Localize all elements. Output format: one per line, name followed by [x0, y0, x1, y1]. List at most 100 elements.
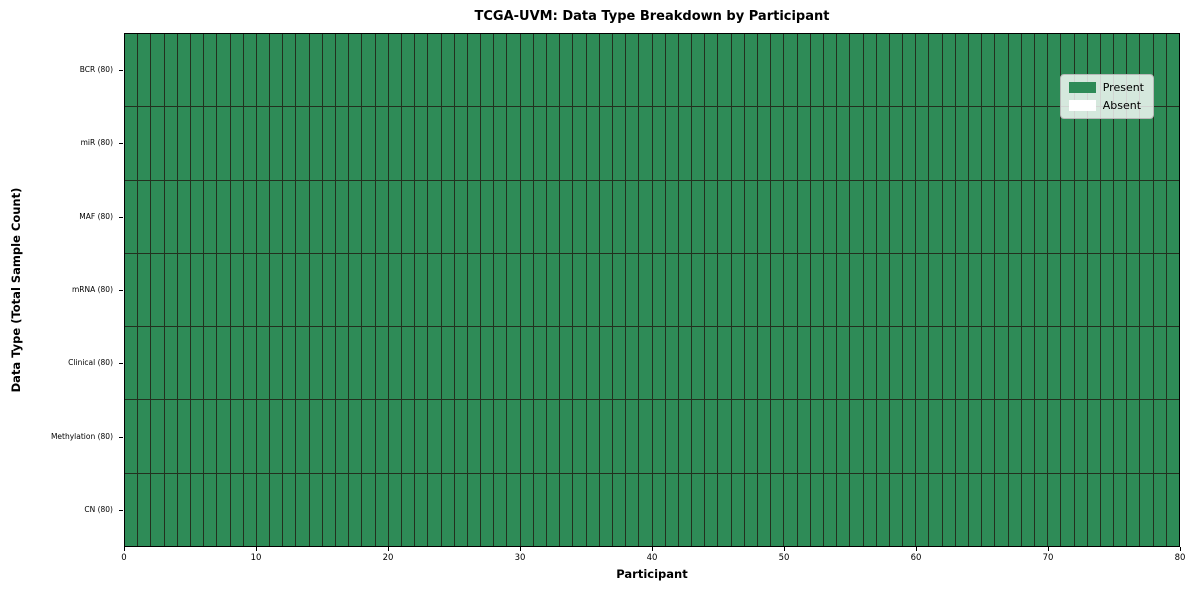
heatmap-cell	[1140, 107, 1153, 180]
heatmap-cell	[718, 400, 731, 473]
heatmap-cell	[1100, 327, 1114, 400]
heatmap-cell	[863, 400, 876, 473]
heatmap-cell	[533, 253, 546, 327]
legend-swatch-icon	[1068, 100, 1096, 111]
heatmap-cell	[889, 400, 903, 473]
heatmap-cell	[1048, 400, 1061, 473]
heatmap-cell	[639, 253, 652, 327]
y-tick-mark	[119, 143, 123, 145]
heatmap-cell	[1061, 473, 1074, 546]
heatmap-cell	[309, 473, 322, 546]
heatmap-cell	[467, 327, 481, 400]
heatmap-cell	[612, 253, 626, 327]
heatmap-cell	[599, 180, 612, 253]
heatmap-cell	[929, 107, 942, 180]
heatmap-cell	[731, 400, 744, 473]
heatmap-cell	[151, 473, 164, 546]
heatmap-cell	[375, 253, 388, 327]
heatmap-cell	[612, 107, 626, 180]
heatmap-cell	[533, 400, 546, 473]
heatmap-cell	[1048, 34, 1061, 107]
heatmap-cell	[1008, 400, 1021, 473]
heatmap-cell	[718, 327, 731, 400]
heatmap-cell	[942, 180, 955, 253]
heatmap-cell	[547, 253, 560, 327]
heatmap-cell	[481, 107, 494, 180]
heatmap-cell	[283, 34, 296, 107]
heatmap-cell	[547, 180, 560, 253]
heatmap-cell	[1166, 107, 1179, 180]
heatmap-cell	[758, 473, 771, 546]
heatmap-cell	[283, 107, 296, 180]
heatmap-cell	[823, 34, 837, 107]
heatmap-cell	[705, 107, 718, 180]
heatmap-cell	[494, 400, 507, 473]
heatmap-cell	[349, 327, 362, 400]
heatmap-cell	[560, 473, 573, 546]
heatmap-cell	[230, 107, 243, 180]
heatmap-cell	[362, 327, 375, 400]
x-tick-mark	[784, 547, 785, 551]
heatmap-cell	[401, 400, 415, 473]
heatmap-cell	[177, 34, 190, 107]
y-tick-label: Methylation (80)	[50, 431, 113, 441]
heatmap-cell	[916, 180, 929, 253]
heatmap-cell	[982, 473, 995, 546]
heatmap-cell	[415, 34, 428, 107]
heatmap-cell	[573, 180, 586, 253]
heatmap-cell	[718, 180, 731, 253]
heatmap-cell	[204, 473, 217, 546]
heatmap-cell	[270, 253, 283, 327]
heatmap-cell	[876, 107, 889, 180]
x-tick-mark	[916, 547, 917, 551]
heatmap-cell	[217, 34, 230, 107]
heatmap-cell	[204, 327, 217, 400]
heatmap-cell	[401, 473, 415, 546]
heatmap-cell	[784, 400, 797, 473]
heatmap-cell	[969, 327, 982, 400]
heatmap-cell	[349, 253, 362, 327]
heatmap-cell	[560, 327, 573, 400]
heatmap-cell	[863, 180, 876, 253]
heatmap-cell	[599, 400, 612, 473]
heatmap-cell	[190, 180, 204, 253]
heatmap-cell	[599, 253, 612, 327]
heatmap-cell	[401, 34, 415, 107]
heatmap-cell	[204, 180, 217, 253]
heatmap-cell	[612, 180, 626, 253]
heatmap-cell	[969, 400, 982, 473]
heatmap-cell	[889, 180, 903, 253]
heatmap-cell	[1048, 473, 1061, 546]
x-tick-label: 40	[646, 553, 658, 563]
heatmap-cell	[533, 327, 546, 400]
heatmap-cell	[889, 327, 903, 400]
heatmap-cell	[533, 107, 546, 180]
heatmap-cell	[1034, 107, 1048, 180]
heatmap-cell	[1140, 473, 1153, 546]
heatmap-cell	[731, 473, 744, 546]
heatmap-cell	[744, 400, 757, 473]
heatmap-cell	[349, 34, 362, 107]
heatmap-cell	[138, 400, 151, 473]
heatmap-cell	[415, 400, 428, 473]
y-tick-label: CN (80)	[84, 505, 113, 515]
heatmap-cell	[454, 253, 467, 327]
heatmap-cell	[705, 327, 718, 400]
heatmap-cell	[270, 180, 283, 253]
heatmap-cell	[520, 34, 533, 107]
heatmap-cell	[1008, 107, 1021, 180]
heatmap-cell	[995, 34, 1008, 107]
heatmap-cell	[138, 34, 151, 107]
heatmap-cell	[454, 180, 467, 253]
heatmap-cell	[336, 473, 349, 546]
heatmap-cell	[481, 473, 494, 546]
legend: Present Absent	[1059, 74, 1154, 119]
heatmap-cell	[217, 327, 230, 400]
heatmap-cell	[125, 327, 138, 400]
heatmap-cell	[823, 253, 837, 327]
heatmap-cell	[1061, 400, 1074, 473]
heatmap-cell	[942, 400, 955, 473]
heatmap-cell	[217, 180, 230, 253]
heatmap-cell	[1153, 180, 1166, 253]
